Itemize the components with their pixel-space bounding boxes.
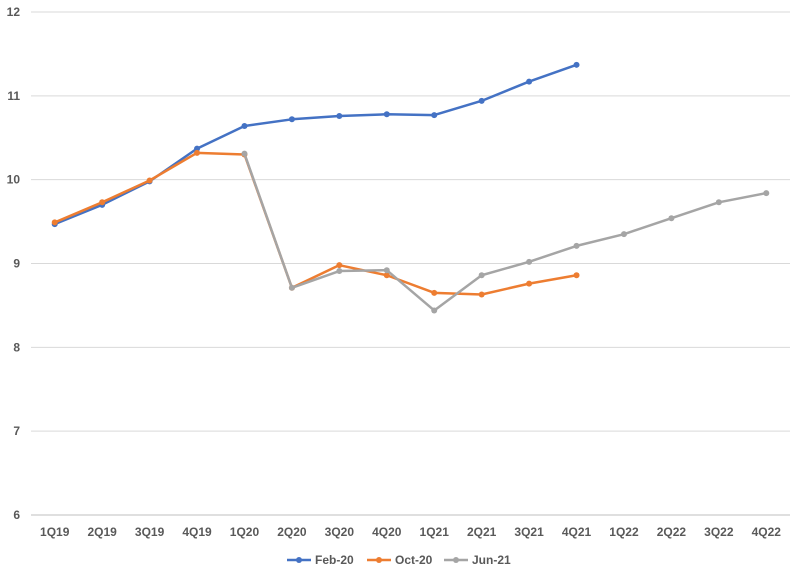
series-jun-21 bbox=[241, 150, 770, 314]
data-point bbox=[526, 78, 533, 85]
data-point bbox=[194, 145, 201, 152]
x-tick-label: 2Q22 bbox=[657, 525, 687, 539]
legend-label: Oct-20 bbox=[395, 553, 433, 567]
y-tick-label: 12 bbox=[7, 5, 21, 19]
data-point bbox=[336, 262, 343, 269]
data-point bbox=[288, 284, 295, 291]
data-point bbox=[288, 116, 295, 123]
data-point bbox=[51, 219, 58, 226]
data-point bbox=[99, 199, 106, 206]
data-point bbox=[668, 215, 675, 222]
x-tick-label: 4Q21 bbox=[562, 525, 592, 539]
legend-swatch-marker bbox=[453, 557, 459, 563]
legend-label: Feb-20 bbox=[315, 553, 354, 567]
data-point bbox=[431, 112, 438, 119]
data-point bbox=[478, 291, 485, 298]
series-oct-20 bbox=[51, 149, 580, 298]
data-point bbox=[431, 289, 438, 296]
x-tick-label: 4Q19 bbox=[182, 525, 212, 539]
data-point bbox=[431, 307, 438, 314]
data-point bbox=[763, 190, 770, 197]
x-tick-label: 1Q19 bbox=[40, 525, 70, 539]
y-tick-label: 11 bbox=[7, 89, 20, 103]
data-point bbox=[336, 268, 343, 275]
x-tick-label: 3Q22 bbox=[704, 525, 734, 539]
x-tick-label: 3Q21 bbox=[514, 525, 544, 539]
data-point bbox=[383, 267, 390, 274]
data-point bbox=[478, 272, 485, 279]
data-point bbox=[620, 231, 627, 238]
data-point bbox=[526, 280, 533, 287]
x-tick-label: 3Q19 bbox=[135, 525, 165, 539]
data-point bbox=[715, 199, 722, 206]
legend-label: Jun-21 bbox=[472, 553, 511, 567]
y-tick-label: 8 bbox=[13, 340, 20, 354]
x-tick-label: 4Q20 bbox=[372, 525, 402, 539]
data-point bbox=[194, 149, 201, 156]
data-point bbox=[478, 97, 485, 104]
data-point bbox=[336, 112, 343, 119]
y-tick-label: 10 bbox=[7, 173, 21, 187]
legend: Feb-20 Oct-20 Jun-21 bbox=[287, 553, 511, 567]
data-point bbox=[573, 272, 580, 279]
series-lines bbox=[51, 61, 770, 314]
data-point bbox=[146, 177, 153, 184]
x-axis-tick-labels: 1Q19 2Q19 3Q19 4Q19 1Q20 2Q20 3Q20 4Q20 1Q21 2Q21… bbox=[40, 525, 781, 539]
data-point bbox=[383, 111, 390, 118]
data-point bbox=[573, 61, 580, 68]
x-tick-label: 1Q21 bbox=[420, 525, 450, 539]
y-tick-label: 9 bbox=[13, 257, 20, 271]
series-feb-20 bbox=[51, 61, 580, 228]
data-point bbox=[573, 242, 580, 249]
data-point bbox=[241, 150, 248, 157]
x-tick-label: 2Q21 bbox=[467, 525, 497, 539]
x-tick-label: 1Q22 bbox=[609, 525, 639, 539]
legend-swatch-marker bbox=[296, 557, 302, 563]
y-tick-label: 7 bbox=[13, 424, 20, 438]
x-tick-label: 2Q19 bbox=[87, 525, 117, 539]
data-point bbox=[241, 123, 248, 130]
series-line bbox=[53, 151, 578, 296]
series-line bbox=[243, 152, 768, 312]
series-line bbox=[53, 63, 578, 226]
gridlines bbox=[31, 11, 790, 516]
x-tick-label: 2Q20 bbox=[277, 525, 307, 539]
data-point bbox=[383, 272, 390, 279]
y-axis-tick-labels: 6 7 8 9 10 11 12 bbox=[7, 5, 21, 522]
data-point bbox=[526, 258, 533, 265]
x-tick-label: 1Q20 bbox=[230, 525, 260, 539]
y-tick-label: 6 bbox=[13, 508, 20, 522]
x-tick-label: 3Q20 bbox=[325, 525, 355, 539]
legend-swatch-marker bbox=[376, 557, 382, 563]
x-tick-label: 4Q22 bbox=[752, 525, 782, 539]
